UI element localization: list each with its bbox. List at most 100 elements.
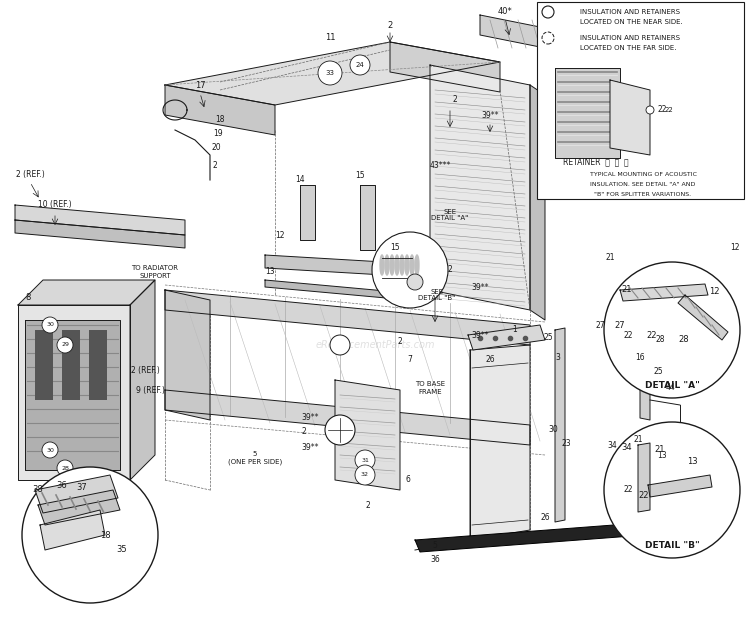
Circle shape — [372, 232, 448, 308]
Text: 10 (REF.): 10 (REF.) — [38, 200, 72, 209]
Text: INSULATION AND RETAINERS: INSULATION AND RETAINERS — [580, 9, 680, 15]
Text: "B" FOR SPLITTER VARIATIONS.: "B" FOR SPLITTER VARIATIONS. — [595, 193, 692, 197]
Text: 32: 32 — [361, 473, 369, 478]
Text: 25: 25 — [543, 334, 553, 343]
Circle shape — [638, 355, 648, 365]
Polygon shape — [62, 330, 80, 400]
Circle shape — [350, 55, 370, 75]
Circle shape — [42, 317, 58, 333]
Text: 12: 12 — [730, 243, 740, 253]
Text: 30: 30 — [46, 447, 54, 453]
Polygon shape — [130, 280, 155, 480]
Polygon shape — [265, 280, 430, 302]
Circle shape — [22, 467, 158, 603]
Text: 22: 22 — [639, 490, 650, 499]
Text: 23: 23 — [561, 439, 571, 447]
Polygon shape — [360, 185, 375, 250]
Text: 34: 34 — [608, 441, 616, 449]
Circle shape — [604, 262, 740, 398]
Text: 30: 30 — [46, 322, 54, 327]
Circle shape — [57, 460, 73, 476]
Text: 43***: 43*** — [429, 161, 451, 169]
Text: 2: 2 — [452, 95, 458, 104]
Polygon shape — [165, 290, 530, 345]
Circle shape — [318, 61, 342, 85]
Polygon shape — [18, 280, 155, 305]
Ellipse shape — [405, 255, 409, 275]
Text: LOCATED ON THE NEAR SIDE.: LOCATED ON THE NEAR SIDE. — [580, 19, 682, 25]
Text: DETAIL "B": DETAIL "B" — [644, 540, 699, 549]
Text: 36: 36 — [57, 480, 68, 490]
Text: 28: 28 — [61, 466, 69, 470]
Polygon shape — [35, 475, 118, 513]
Text: 19: 19 — [213, 130, 223, 138]
Text: 7: 7 — [407, 355, 413, 365]
Polygon shape — [678, 295, 728, 340]
Text: 2: 2 — [448, 265, 452, 274]
Text: SEE
DETAIL "B": SEE DETAIL "B" — [419, 288, 455, 301]
Polygon shape — [15, 220, 185, 248]
Text: 2: 2 — [398, 337, 402, 346]
Ellipse shape — [410, 255, 414, 275]
Ellipse shape — [385, 255, 389, 275]
Polygon shape — [335, 380, 400, 490]
Text: 13: 13 — [266, 267, 274, 277]
Polygon shape — [165, 85, 275, 135]
Polygon shape — [25, 320, 120, 470]
Text: 5: 5 — [433, 542, 437, 550]
Polygon shape — [35, 330, 53, 400]
Polygon shape — [38, 490, 120, 525]
Text: 39**: 39** — [471, 284, 489, 293]
Text: 35: 35 — [117, 545, 128, 554]
Text: 28: 28 — [656, 336, 664, 344]
Polygon shape — [18, 305, 130, 480]
Circle shape — [57, 337, 73, 353]
Text: 12: 12 — [275, 231, 285, 240]
Polygon shape — [480, 15, 580, 55]
Text: 9 (REF.): 9 (REF.) — [136, 386, 164, 394]
Text: LOCATED ON THE FAR SIDE.: LOCATED ON THE FAR SIDE. — [580, 45, 676, 51]
Text: 22: 22 — [646, 331, 657, 339]
Ellipse shape — [415, 255, 419, 275]
Text: TO BASE
FRAME: TO BASE FRAME — [415, 382, 445, 394]
Text: 2: 2 — [302, 427, 306, 437]
Text: 39**: 39** — [471, 331, 489, 339]
Text: 15: 15 — [356, 171, 364, 179]
Text: INSULATION AND RETAINERS: INSULATION AND RETAINERS — [580, 35, 680, 41]
Polygon shape — [555, 328, 565, 522]
Text: 39**: 39** — [302, 444, 319, 453]
Text: 2: 2 — [387, 20, 393, 30]
Polygon shape — [640, 353, 650, 420]
Text: 5
(ONE PER SIDE): 5 (ONE PER SIDE) — [228, 451, 282, 465]
Text: 26: 26 — [540, 513, 550, 523]
Text: 21: 21 — [605, 253, 615, 262]
Text: 39**: 39** — [302, 413, 319, 423]
Ellipse shape — [400, 255, 404, 275]
Text: 25: 25 — [653, 367, 663, 377]
Text: 29: 29 — [61, 343, 69, 348]
Text: 21: 21 — [633, 435, 643, 444]
Text: TYPICAL MOUNTING OF ACOUSTIC: TYPICAL MOUNTING OF ACOUSTIC — [590, 173, 697, 178]
Ellipse shape — [380, 255, 384, 275]
Text: 26: 26 — [485, 355, 495, 365]
Text: 28: 28 — [679, 336, 689, 344]
Polygon shape — [470, 345, 530, 540]
Text: 18: 18 — [215, 116, 225, 125]
Text: 15: 15 — [390, 243, 400, 253]
Polygon shape — [415, 520, 685, 552]
Text: 1: 1 — [513, 325, 517, 334]
Circle shape — [646, 106, 654, 114]
Polygon shape — [165, 42, 500, 105]
Text: 37: 37 — [76, 482, 87, 492]
Polygon shape — [620, 284, 708, 301]
Text: 36: 36 — [430, 556, 439, 564]
Text: 16: 16 — [635, 353, 645, 363]
Circle shape — [355, 465, 375, 485]
Polygon shape — [165, 390, 530, 445]
Text: INSULATION. SEE DETAIL "A" AND: INSULATION. SEE DETAIL "A" AND — [590, 183, 696, 188]
Text: SEE
DETAIL "A": SEE DETAIL "A" — [431, 209, 469, 221]
Polygon shape — [530, 85, 545, 320]
Polygon shape — [15, 205, 185, 235]
Text: 21: 21 — [622, 286, 632, 295]
Polygon shape — [300, 185, 315, 240]
